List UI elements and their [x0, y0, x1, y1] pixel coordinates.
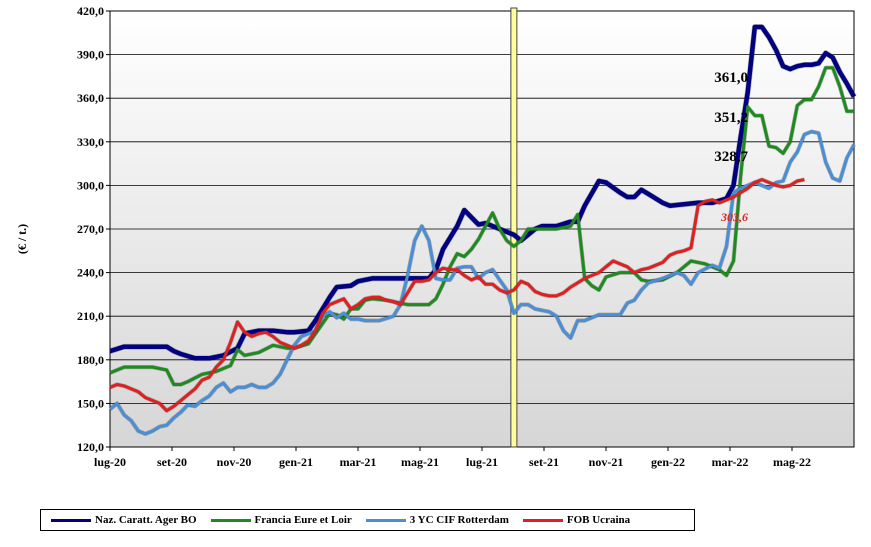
legend-label: FOB Ucraina — [566, 514, 631, 526]
x-tick-label: mar-22 — [712, 455, 749, 469]
series-line — [109, 66, 854, 386]
x-tick-label: mag-21 — [401, 455, 439, 469]
legend-item-rotterdam: 3 YC CIF Rotterdam — [365, 514, 509, 526]
period-marker-bar — [510, 7, 518, 448]
x-tick-label: mar-21 — [340, 455, 377, 469]
value-annotation: 328,7 — [714, 149, 748, 165]
y-tick-label: 180,0 — [77, 353, 104, 367]
x-tick-label: lug-21 — [466, 455, 498, 469]
x-tick-label: nov-21 — [589, 455, 624, 469]
y-tick-label: 330,0 — [77, 135, 104, 149]
legend-label: 3 YC CIF Rotterdam — [409, 514, 509, 526]
y-tick-label: 360,0 — [77, 91, 104, 105]
legend-swatch — [210, 518, 251, 522]
legend-swatch — [365, 518, 406, 522]
x-tick-label: lug-20 — [94, 455, 126, 469]
y-tick-label: 270,0 — [77, 222, 104, 236]
y-axis-label: (€ / t.) — [15, 224, 29, 254]
x-tick-label: set-21 — [529, 455, 559, 469]
legend-item-fob-ucraina: FOB Ucraina — [522, 514, 631, 526]
series-line — [109, 178, 805, 413]
y-tick-label: 300,0 — [77, 178, 104, 192]
y-tick-label: 150,0 — [77, 396, 104, 410]
value-annotation: 361,0 — [714, 70, 748, 86]
series-line — [109, 130, 856, 436]
legend-label: Naz. Caratt. Ager BO — [95, 514, 197, 526]
y-tick-label: 240,0 — [77, 266, 104, 280]
legend-swatch — [522, 518, 563, 522]
y-tick-label: 210,0 — [77, 309, 104, 323]
legend-item-francia: Francia Eure et Loir — [210, 514, 352, 526]
legend-item-naz-caratt: Naz. Caratt. Ager BO — [51, 514, 197, 526]
legend-label: Francia Eure et Loir — [254, 514, 352, 526]
series-line — [109, 24, 856, 361]
x-tick-label: gen-21 — [279, 455, 313, 469]
value-annotation: 303,6 — [720, 210, 748, 224]
x-tick-label: set-20 — [157, 455, 187, 469]
chart-svg: 120,0 150,0 180,0 210,0 240,0 270,0 300,0 330,0… — [15, 4, 857, 469]
y-tick-label: 390,0 — [77, 48, 104, 62]
legend-swatch — [51, 518, 91, 522]
x-tick-label: nov-20 — [217, 455, 252, 469]
x-tick-label: gen-22 — [651, 455, 685, 469]
y-tick-label: 420,0 — [77, 4, 104, 18]
chart-legend: Naz. Caratt. Ager BO Francia Eure et Loi… — [40, 509, 695, 531]
y-tick-label: 120,0 — [77, 440, 104, 454]
x-tick-label: mag-22 — [773, 455, 811, 469]
value-annotation: 351,2 — [714, 110, 748, 126]
